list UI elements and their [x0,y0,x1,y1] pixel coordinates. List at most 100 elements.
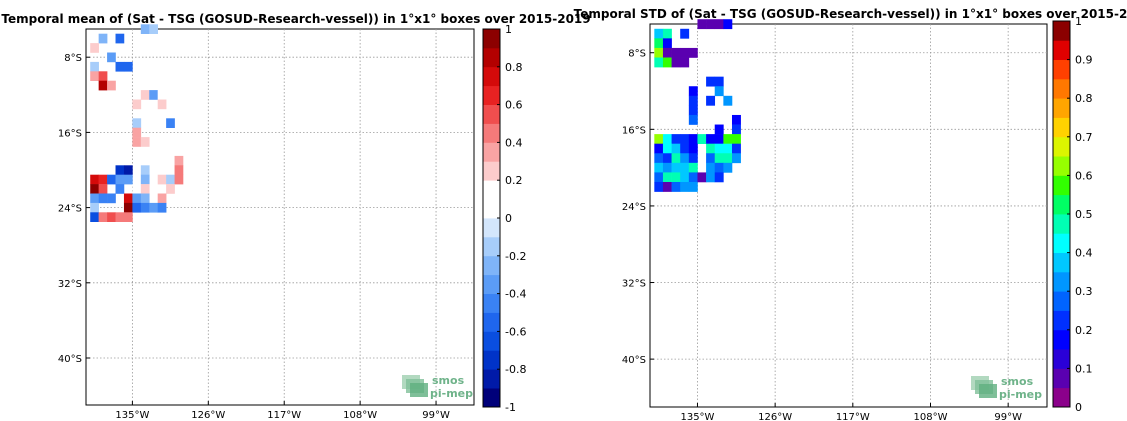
data-cell [157,90,167,100]
data-cell [166,184,175,194]
x-tick-label: 117°W [836,412,870,421]
data-cell [680,153,690,164]
colorbar-tick-label: -0.4 [505,288,526,301]
y-tick-label: 32°S [58,279,82,290]
data-cell [688,47,698,58]
left-plot-frame [85,28,475,406]
colorbar-swatch [1053,98,1070,118]
y-tick-label: 16°S [58,128,82,139]
y-tick-label: 8°S [628,49,646,60]
colorbar-tick-label: 0.8 [505,61,523,74]
colorbar-tick-label: 0.5 [1075,208,1093,221]
data-cell [662,28,672,39]
right-data-cells [654,19,741,192]
colorbar-swatch [1053,136,1070,157]
data-cell [731,114,741,125]
data-cell [688,162,698,173]
data-cell [706,172,716,183]
colorbar-swatch [483,66,500,87]
colorbar-tick-label: 0.2 [505,174,523,187]
colorbar-swatch [1053,387,1070,408]
colorbar-tick-label: 0.9 [1075,54,1093,67]
data-cell [174,155,184,166]
x-tick-label: 126°W [191,410,225,421]
data-cell [115,165,125,175]
colorbar-tick-label: 0.4 [1075,247,1093,260]
data-cell [671,57,681,68]
colorbar-tick-label: -1 [505,401,516,414]
left-data-cells [90,24,184,222]
logo-waves-icon [971,376,997,398]
data-cell [662,38,672,49]
data-cell [166,118,175,128]
data-cell [723,19,733,30]
left-grid [86,29,474,405]
colorbar-tick-label: 0.1 [1075,362,1093,375]
data-cell [107,80,116,91]
data-cell [706,95,716,106]
data-cell [671,172,681,183]
colorbar-tick-label: 0 [1075,401,1082,414]
colorbar-swatch [1053,40,1070,60]
data-cell [654,153,664,164]
data-cell [98,184,108,194]
colorbar-tick-label: 0.4 [505,136,523,149]
data-cell [107,193,116,204]
data-cell [662,134,672,144]
data-cell [149,24,158,34]
data-cell [98,33,108,44]
right-chart-title: Temporal STD of (Sat - TSG (GOSUD-Resear… [574,7,1127,21]
colorbar-swatch [1053,349,1070,369]
data-cell [166,174,175,185]
data-cell [107,174,116,185]
data-cell [723,162,733,173]
data-cell [697,172,707,183]
data-cell [688,143,698,154]
logo-text-smos: smos [432,374,465,387]
right-colorbar: 0 0.1 0.2 0.3 0.4 0.5 0.6 0.7 0.8 0.9 1 [1052,15,1093,414]
y-tick-label: 16°S [622,125,646,136]
data-cell [174,174,184,185]
colorbar-swatch [1053,156,1070,176]
colorbar-swatch [483,180,500,200]
colorbar-tick-label: 0.6 [1075,169,1093,182]
x-tick-label: 108°W [913,412,947,421]
data-cell [723,143,733,154]
data-cell [132,193,142,204]
colorbar-tick-label: 0.8 [1075,92,1093,105]
data-cell [140,137,150,147]
data-cell [123,212,133,222]
logo-text-smos: smos [1001,375,1034,388]
colorbar-swatch [1053,117,1070,138]
colorbar-tick-label: 1 [1075,15,1082,28]
colorbar-swatch [483,331,500,351]
data-cell [132,137,142,147]
data-cell [706,162,716,173]
left-panel: Temporal mean of (Sat - TSG (GOSUD-Resea… [1,12,590,421]
colorbar-swatch [1053,78,1070,99]
x-tick-label: 135°W [115,410,149,421]
data-cell [140,184,150,194]
colorbar-tick-label: -0.2 [505,250,526,263]
data-cell [688,114,698,125]
right-smos-pi-mep-logo: smos pi-mep [971,375,1042,401]
data-cell [714,76,724,87]
data-cell [688,181,698,192]
data-cell [140,90,150,100]
right-colorbar-swatches [1053,21,1070,408]
data-cell [157,174,167,185]
data-cell [706,19,716,30]
colorbar-swatch [1053,310,1070,331]
colorbar-swatch [483,161,500,181]
data-cell [706,76,716,87]
data-cell [723,153,733,164]
data-cell [654,28,664,39]
logo-text-pimep: pi-mep [430,387,473,400]
colorbar-swatch [483,369,500,389]
colorbar-tick-label: 0.2 [1075,324,1093,337]
data-cell [157,99,167,110]
colorbar-tick-label: 0 [505,212,512,225]
data-cell [132,184,142,194]
data-cell [688,153,698,164]
